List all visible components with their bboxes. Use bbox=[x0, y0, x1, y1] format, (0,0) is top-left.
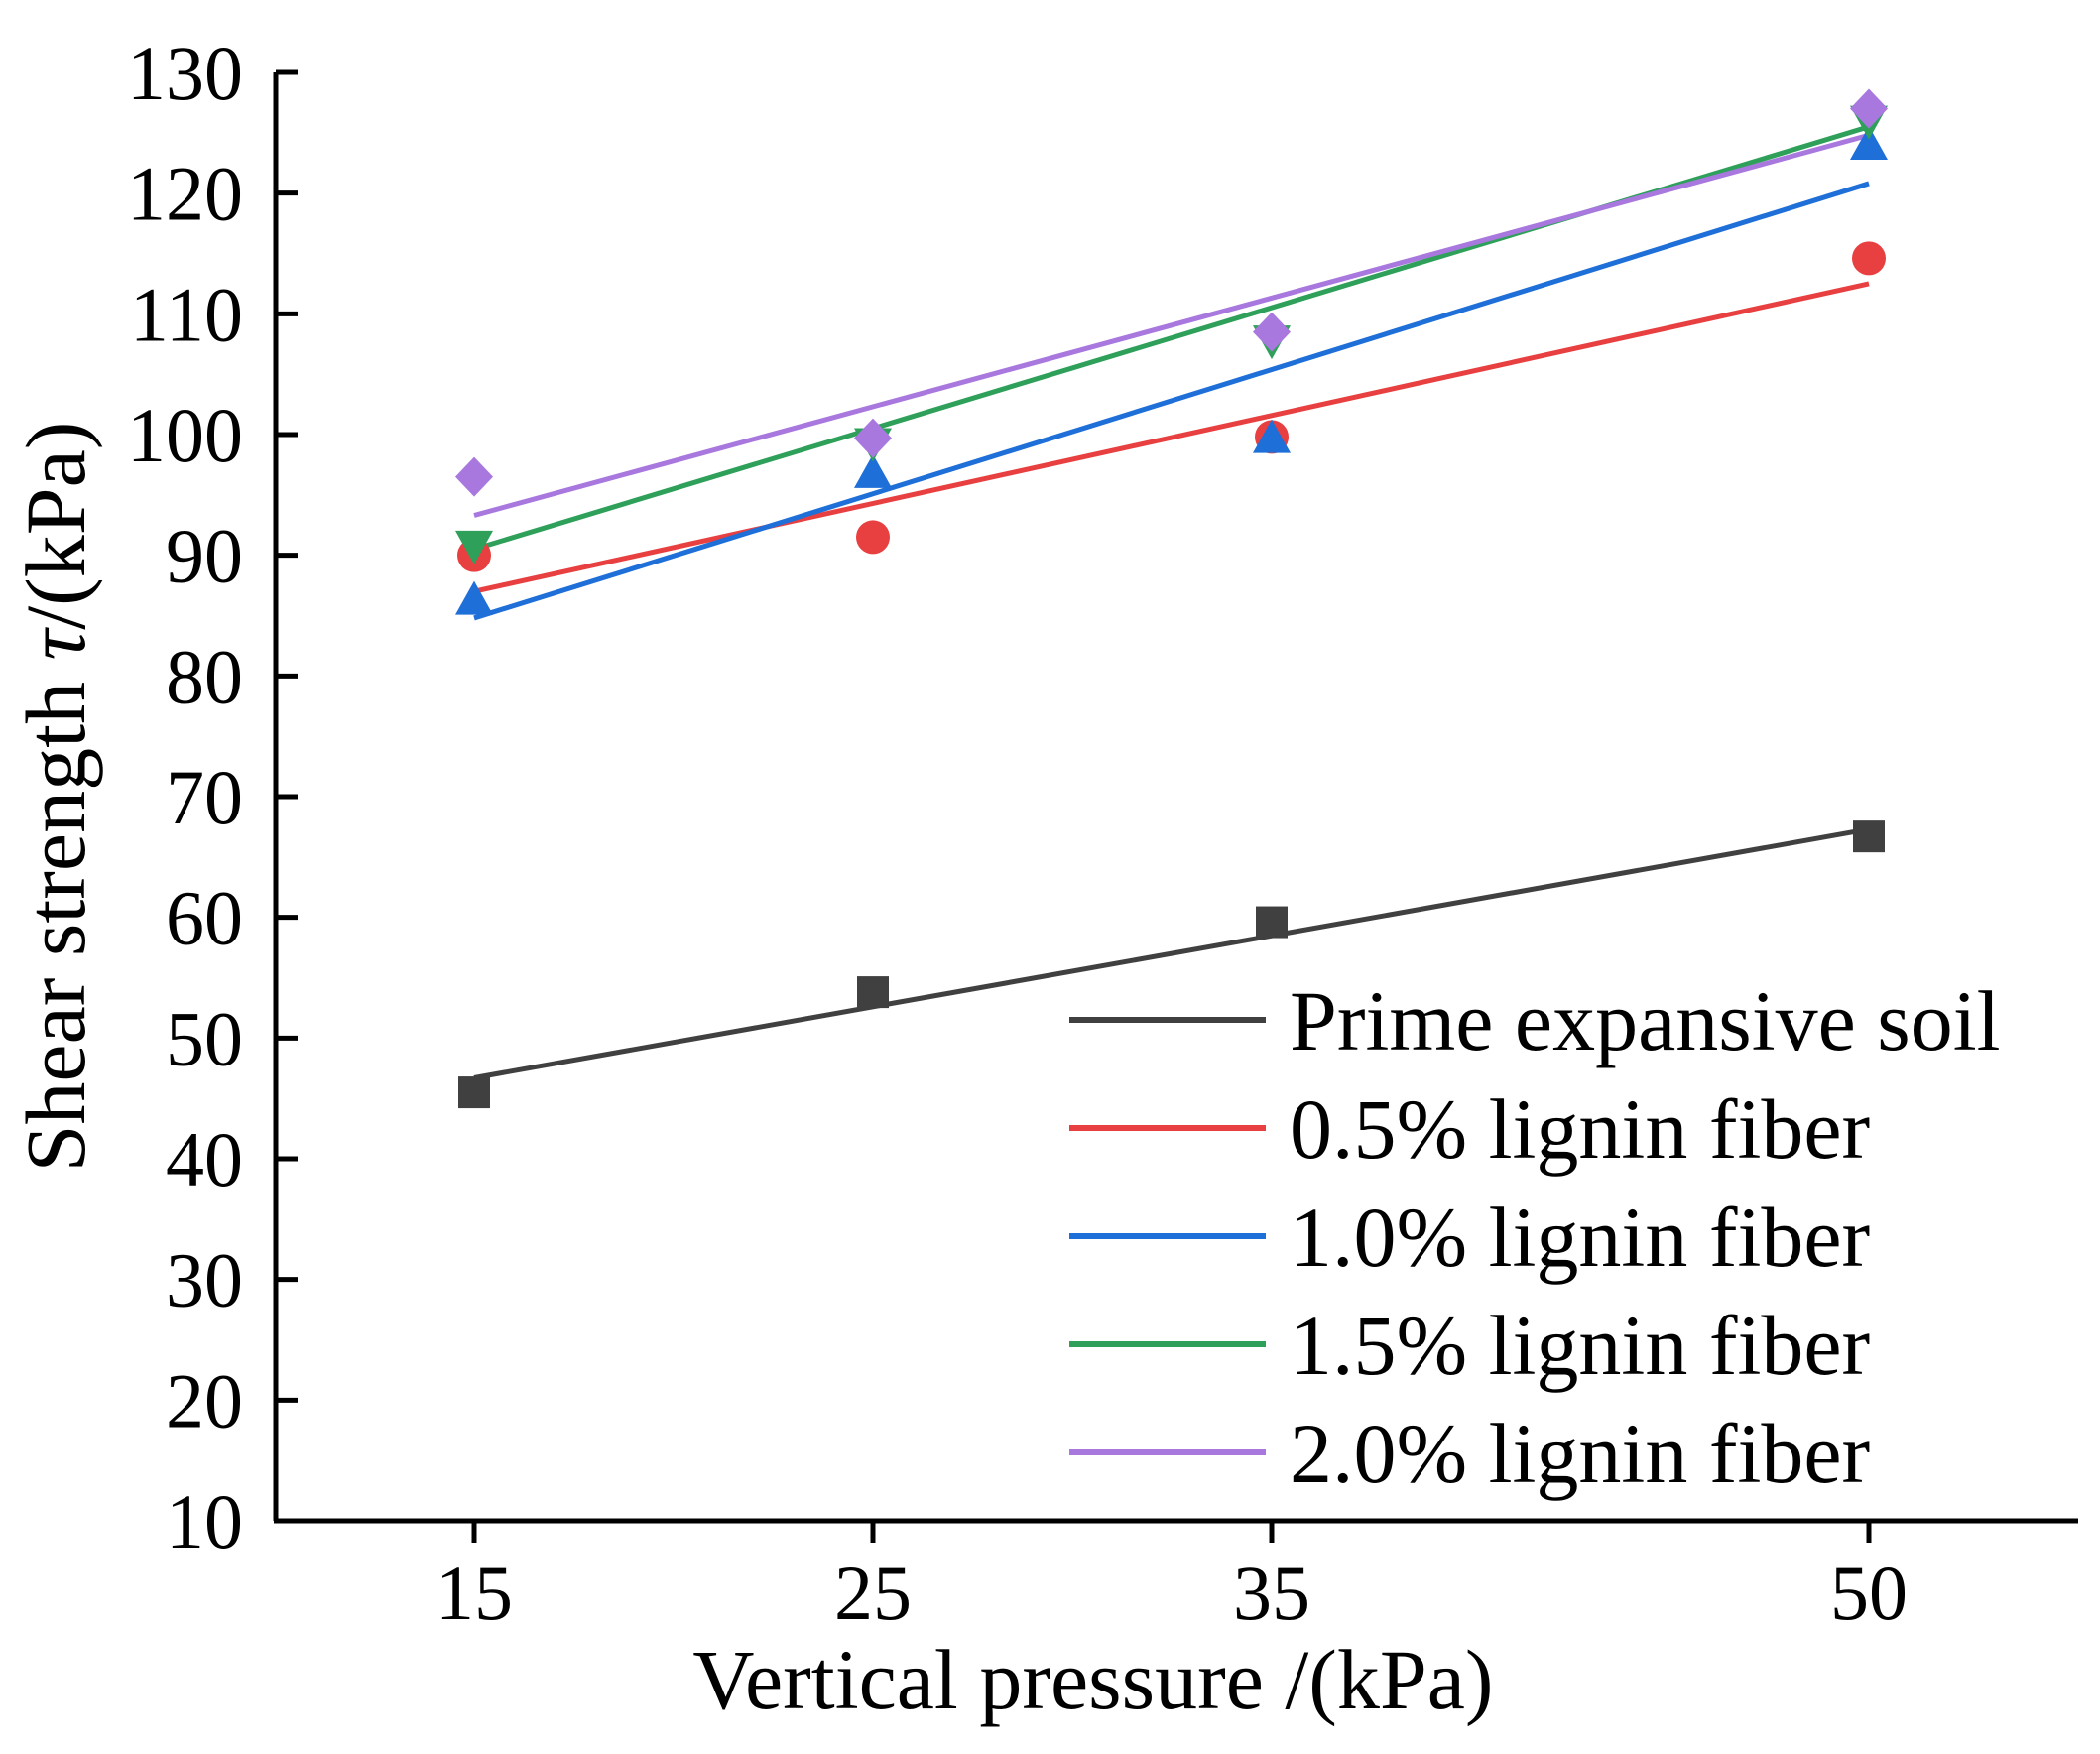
fit-line-series-3 bbox=[473, 181, 1870, 621]
y-tick-label: 40 bbox=[166, 1116, 243, 1202]
data-point-series-2 bbox=[856, 520, 890, 555]
y-axis-title-unit: /(kPa) bbox=[8, 422, 103, 630]
y-tick-label: 70 bbox=[166, 754, 243, 840]
legend-label: Prime expansive soil bbox=[1290, 973, 2001, 1068]
data-point-series-1 bbox=[1256, 906, 1288, 939]
legend-label: 1.0% lignin fiber bbox=[1290, 1190, 1870, 1285]
y-axis-title-main: Shear strength bbox=[8, 661, 103, 1173]
y-axis-ticks: 10 20 30 40 50 60 70 80 90 100 110 120 130 bbox=[127, 30, 298, 1565]
y-tick-label: 60 bbox=[166, 875, 243, 961]
x-tick-label: 25 bbox=[834, 1550, 912, 1636]
data-point-series-1 bbox=[1853, 820, 1885, 853]
legend-label: 0.5% lignin fiber bbox=[1290, 1081, 1870, 1177]
data-point-series-1 bbox=[857, 976, 889, 1009]
x-tick-label: 50 bbox=[1830, 1550, 1908, 1636]
y-axis-title: Shear strength τ/(kPa) bbox=[8, 422, 103, 1173]
data-point-series-3 bbox=[854, 453, 892, 488]
data-point-series-5 bbox=[1850, 88, 1888, 129]
data-point-series-4 bbox=[455, 530, 493, 564]
legend: Prime expansive soil 0.5% lignin fiber 1.0… bbox=[1069, 973, 2001, 1501]
x-axis-ticks: 15 25 35 50 bbox=[435, 1521, 1908, 1636]
legend-label: 1.5% lignin fiber bbox=[1290, 1298, 1870, 1393]
x-axis-title: Vertical pressure /(kPa) bbox=[692, 1632, 1493, 1727]
data-point-series-5 bbox=[1253, 312, 1291, 352]
data-point-series-3 bbox=[1850, 126, 1888, 160]
data-point-series-3 bbox=[1253, 419, 1291, 453]
y-tick-label: 100 bbox=[127, 392, 243, 478]
y-axis-title-symbol: τ bbox=[8, 627, 103, 661]
y-tick-label: 10 bbox=[166, 1478, 243, 1565]
data-point-series-5 bbox=[854, 418, 892, 458]
y-tick-label: 90 bbox=[166, 513, 243, 599]
y-tick-label: 20 bbox=[166, 1357, 243, 1443]
data-point-series-5 bbox=[455, 456, 493, 497]
y-tick-label: 130 bbox=[127, 30, 243, 116]
y-tick-label: 80 bbox=[166, 633, 243, 719]
y-tick-label: 120 bbox=[127, 151, 243, 237]
fit-line-series-1 bbox=[473, 826, 1870, 1080]
y-tick-label: 110 bbox=[130, 271, 243, 357]
legend-label: 2.0% lignin fiber bbox=[1290, 1406, 1870, 1501]
data-point-series-1 bbox=[458, 1076, 490, 1109]
fit-line-series-5 bbox=[473, 132, 1870, 518]
fit-lines bbox=[473, 124, 1870, 1080]
x-tick-label: 15 bbox=[435, 1550, 513, 1636]
data-point-series-3 bbox=[455, 580, 493, 615]
data-point-series-2 bbox=[1852, 241, 1886, 276]
y-tick-label: 30 bbox=[166, 1237, 243, 1323]
fit-line-series-2 bbox=[473, 281, 1870, 594]
data-markers bbox=[455, 88, 1888, 1109]
y-tick-label: 50 bbox=[166, 995, 243, 1081]
x-tick-label: 35 bbox=[1233, 1550, 1310, 1636]
